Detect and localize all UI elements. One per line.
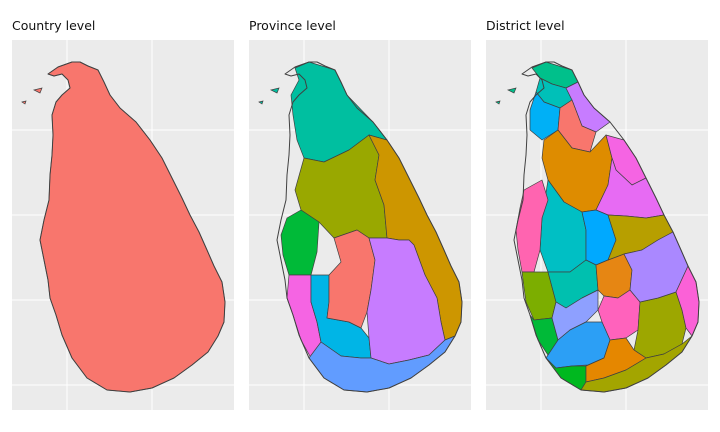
map-plot-area (12, 40, 234, 410)
country-map (12, 40, 234, 410)
islet-1 (506, 87, 517, 94)
map-plot-area (249, 40, 471, 410)
islet-1 (32, 87, 43, 94)
province-regions (258, 61, 463, 393)
district-regions (495, 61, 700, 393)
islet-1 (269, 87, 280, 94)
district-region-4 (529, 91, 561, 141)
islet-2 (258, 100, 264, 105)
map-plot-area (486, 40, 708, 410)
country-regions (21, 61, 226, 393)
panel-title: District level (486, 18, 565, 33)
coastline (39, 61, 226, 393)
district-map (486, 40, 708, 410)
islet-2 (21, 100, 27, 105)
province-level-panel: Province level (237, 0, 471, 432)
country-level-panel: Country level (0, 0, 234, 432)
country-region-1 (39, 61, 226, 393)
district-region-17 (597, 289, 641, 341)
province-region-4 (280, 209, 320, 276)
coastline (513, 61, 700, 393)
islet-2 (495, 100, 501, 105)
panel-title: Country level (12, 18, 96, 33)
province-map (249, 40, 471, 410)
district-level-panel: District level (474, 0, 708, 432)
coastline (276, 61, 463, 393)
panel-title: Province level (249, 18, 336, 33)
